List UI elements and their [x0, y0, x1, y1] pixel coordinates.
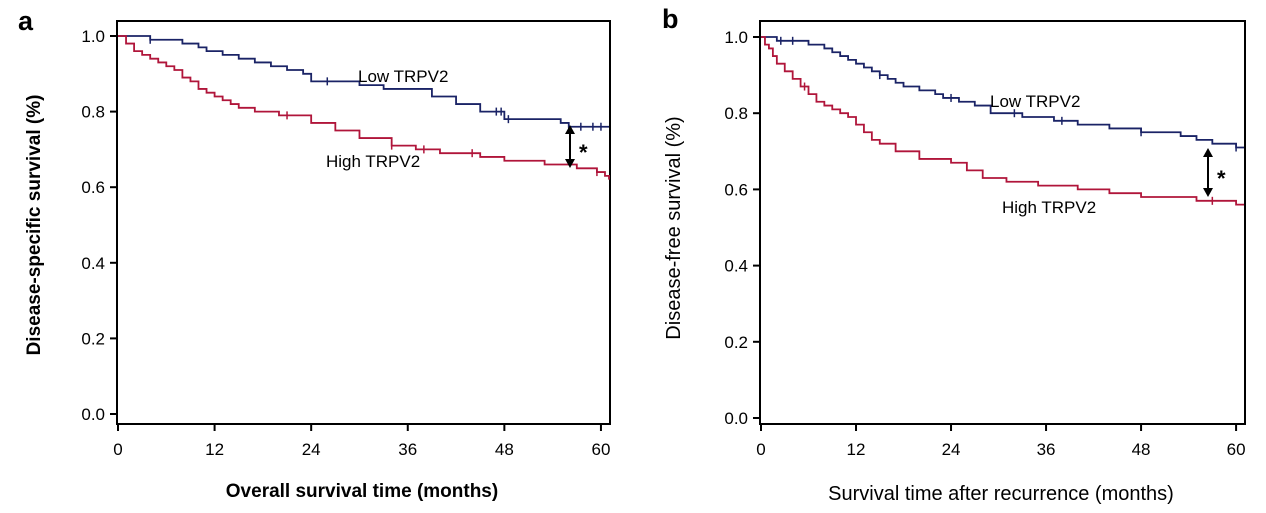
panel-b-curves: [761, 36, 1244, 206]
panel-a-x-tick-label: 48: [495, 440, 514, 459]
panel-b-y-tick-label: 0.4: [724, 257, 748, 276]
panel-b-significance-star: *: [1217, 166, 1226, 191]
panel-b-y-tick-label: 0.8: [724, 104, 748, 123]
panel-b-significance-arrow: [1203, 148, 1213, 197]
panel-a-x-tick-label: 24: [302, 440, 321, 459]
panel-b-plot-frame: [759, 20, 1246, 425]
panel-b-y-tick-label: 0.6: [724, 180, 748, 199]
panel-a-x-axis-title: Overall survival time (months): [226, 481, 498, 502]
panel-a: a 0 12 24 36 48 60 0.0 0.2 0.4 0.6 0.8 1.0 Low TRPV…: [18, 6, 611, 502]
panel-a-low-trpv2-curve: [118, 35, 609, 128]
panel-b-x-tick-label: 0: [756, 440, 765, 459]
panel-a-low-label: Low TRPV2: [358, 67, 448, 86]
panel-a-x-tick-label: 60: [591, 440, 610, 459]
panel-b-x-axis-title: Survival time after recurrence (months): [828, 483, 1174, 505]
panel-b: b 0 12 24 36 48 60 0.0 0.2 0.4 0.6 0.8 1.0 Low TRPV…: [662, 4, 1246, 505]
panel-a-censors: [149, 35, 602, 177]
panel-a-high-label: High TRPV2: [326, 152, 420, 171]
panel-b-x-tick-label: 24: [942, 440, 961, 459]
panel-a-y-tick-label: 0.0: [81, 405, 105, 424]
panel-b-high-label: High TRPV2: [1002, 198, 1096, 217]
panel-b-y-tick-label: 0.0: [724, 409, 748, 428]
panel-b-y-axis-title: Disease-free survival (%): [663, 116, 685, 339]
panel-b-y-tick-label: 0.2: [724, 333, 748, 352]
panel-b-x-tick-label: 12: [847, 440, 866, 459]
panel-b-x-tick-label: 48: [1132, 440, 1151, 459]
panel-a-significance-star: *: [579, 140, 588, 165]
panel-a-curves: [118, 35, 610, 180]
panel-b-low-label: Low TRPV2: [990, 92, 1080, 111]
panel-b-x-tick-label: 36: [1037, 440, 1056, 459]
panel-b-ticks: 0 12 24 36 48 60 0.0 0.2 0.4 0.6 0.8 1.0: [724, 28, 1245, 459]
panel-b-high-trpv2-curve: [761, 36, 1244, 206]
panel-a-high-trpv2-curve: [118, 35, 610, 180]
panel-a-letter: a: [18, 6, 34, 36]
panel-a-y-tick-label: 0.6: [81, 178, 105, 197]
panel-a-x-tick-label: 36: [398, 440, 417, 459]
panel-a-x-tick-label: 12: [205, 440, 224, 459]
panel-a-ticks: 0 12 24 36 48 60 0.0 0.2 0.4 0.6 0.8 1.0: [81, 27, 610, 459]
panel-a-y-tick-label: 0.2: [81, 329, 105, 348]
panel-a-y-tick-label: 0.4: [81, 254, 105, 273]
panel-a-x-tick-label: 0: [113, 440, 122, 459]
panel-a-significance-arrow: [565, 125, 575, 168]
panel-a-y-tick-label: 1.0: [81, 27, 105, 46]
panel-a-plot-frame: [116, 20, 611, 425]
panel-b-censors: [780, 36, 1237, 205]
panel-a-y-tick-label: 0.8: [81, 103, 105, 122]
panel-b-y-tick-label: 1.0: [724, 28, 748, 47]
panel-a-y-axis-title: Disease-specific survival (%): [24, 95, 45, 356]
panel-b-x-tick-label: 60: [1227, 440, 1246, 459]
panel-b-letter: b: [662, 4, 679, 34]
